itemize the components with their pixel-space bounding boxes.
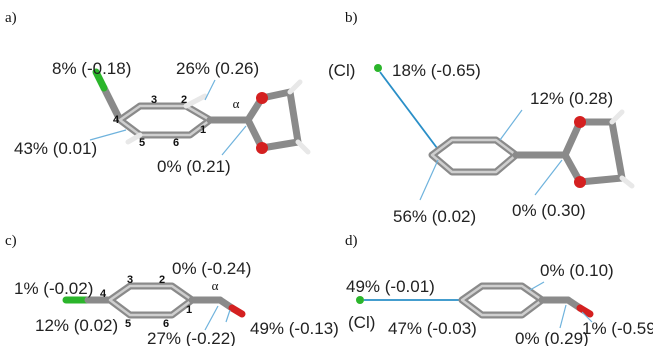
leader-line [222,126,246,155]
annotation: 26% (0.26) [176,59,259,78]
atom-label: 3 [127,274,133,286]
atom-label: 3 [151,94,157,106]
figure: a) b) c) d) 8% (-0.18) 26% (0.26) 43% (0… [0,0,653,346]
annotation: (Cl) [348,313,375,332]
leader-line [420,160,438,200]
annotation: 1% (-0.02) [14,279,93,298]
annotation: 56% (0.02) [393,207,476,226]
annotation: 12% (0.28) [530,89,613,108]
annotation: 47% (-0.03) [388,319,477,338]
atom-label: α [212,278,219,293]
leader-line [205,306,218,330]
annotation: 18% (-0.65) [392,61,481,80]
leader-line [500,110,522,140]
molecule-b [374,64,632,188]
atom-label: 4 [100,288,107,300]
leader-line [535,160,562,195]
annotation: 27% (-0.22) [147,329,236,346]
annotation: 49% (-0.13) [250,319,339,338]
annotation: 0% (0.29) [515,329,589,346]
atom-label: 5 [139,137,145,149]
panel-label: c) [5,233,17,249]
panel-label: a) [5,10,17,26]
annotation: 8% (-0.18) [52,59,131,78]
atom-label: 1 [200,124,206,136]
leader-line [530,282,544,290]
annotation: 1% (-0.59) [582,319,653,338]
atom-label: 2 [159,274,165,286]
annotation: 0% (0.21) [157,157,231,176]
atom-label: α [233,96,240,111]
molecule-a [96,72,308,154]
atom-label: 4 [113,114,120,126]
atom-label: 5 [125,318,131,330]
annotation: 0% (0.30) [512,201,586,220]
annotation: 12% (0.02) [35,316,118,335]
annotation: 0% (0.10) [540,261,614,280]
panel-label: b) [345,10,358,26]
annotation: 43% (0.01) [14,139,97,158]
leader-line [226,310,230,322]
atom-label: 2 [181,94,187,106]
atom-label: 6 [173,137,179,149]
atom-label: 6 [163,318,169,330]
leader-line [205,80,215,100]
annotation: 49% (-0.01) [346,277,435,296]
annotation: 0% (-0.24) [172,259,251,278]
leader-line [560,305,566,328]
annotation: (Cl) [328,61,355,80]
atom-label: 1 [186,304,192,316]
panel-label: d) [345,233,358,249]
